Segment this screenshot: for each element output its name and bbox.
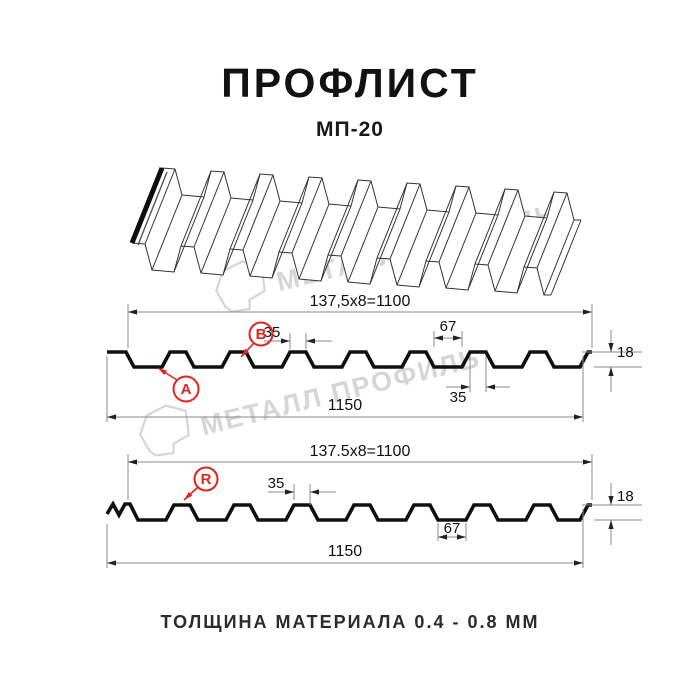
side-b-label: B [240,321,274,358]
dim-crest-35-bottom-label: 35 [450,389,467,406]
dim-valley-67-label: 67 [444,520,461,537]
section-r-profile-line [105,500,592,522]
section-ab-profile-line [107,350,592,369]
dim-height-18-label: 18 [617,488,634,505]
svg-text:A: A [181,381,192,398]
dim-1150-label: 1150 [328,543,363,560]
side-r-label: R [183,466,219,501]
side-a-label: A [157,367,200,403]
page-title: ПРОФЛИСТ [221,60,479,106]
section-r-drawing: 137.5x8=1100 35 67 18 1150 [105,443,642,568]
dim-valley-67-label: 67 [440,318,457,335]
profile-3d-view [129,167,582,296]
section-ab-drawing: 137,5x8=1100 35 67 35 [106,293,642,422]
profile-model-subtitle: МП-20 [316,118,384,141]
brand-logo-icon [138,404,190,457]
dim-crest-35-label: 35 [268,475,285,492]
svg-text:B: B [256,326,267,343]
dim-1100-label: 137.5x8=1100 [310,443,411,460]
dim-1150-label: 1150 [328,397,363,414]
material-thickness-note: ТОЛЩИНА МАТЕРИАЛА 0.4 - 0.8 ММ [160,612,540,632]
dim-height-18-label: 18 [617,344,634,361]
dim-1100-label: 137,5x8=1100 [310,293,411,310]
brand-watermark-text: МЕТАЛЛ ПРОФИЛЬ [197,343,483,442]
svg-text:R: R [201,471,212,488]
